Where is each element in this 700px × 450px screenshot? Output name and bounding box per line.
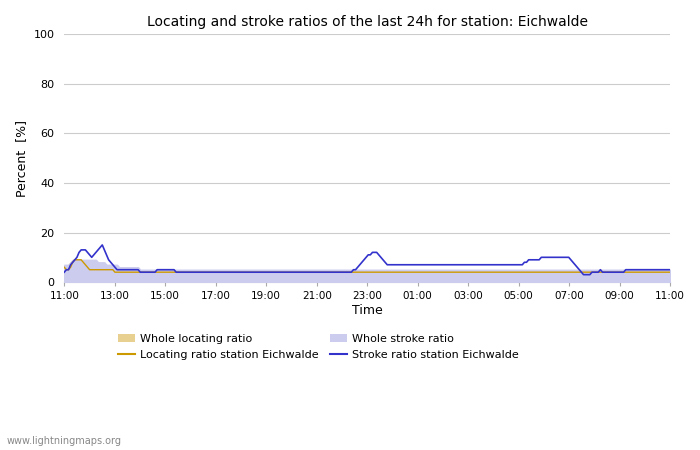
Legend: Whole locating ratio, Locating ratio station Eichwalde, Whole stroke ratio, Stro: Whole locating ratio, Locating ratio sta… (114, 330, 524, 364)
Text: www.lightningmaps.org: www.lightningmaps.org (7, 436, 122, 446)
X-axis label: Time: Time (352, 304, 382, 317)
Title: Locating and stroke ratios of the last 24h for station: Eichwalde: Locating and stroke ratios of the last 2… (147, 15, 588, 29)
Y-axis label: Percent  [%]: Percent [%] (15, 120, 28, 197)
